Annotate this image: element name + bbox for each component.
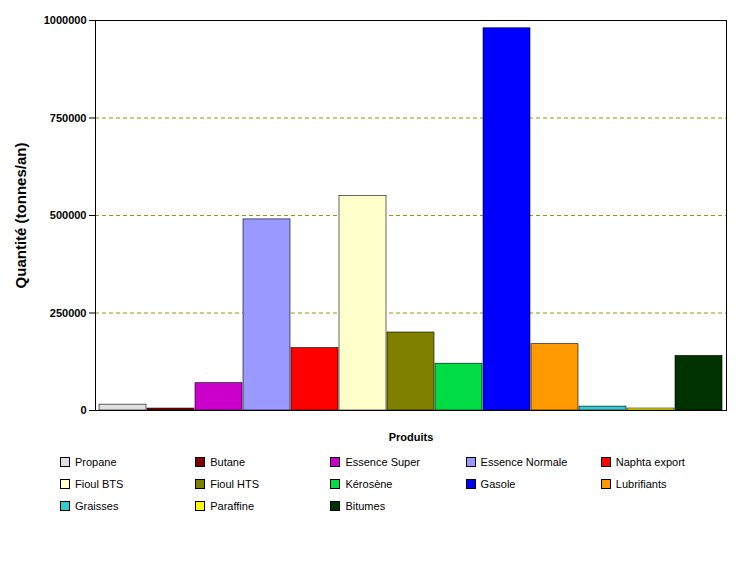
html-text:Bitumes: Bitumes <box>345 500 386 512</box>
html-text:Butane: Butane <box>210 456 246 468</box>
svg-text:250000: 250000 <box>50 307 87 319</box>
svg-text:0: 0 <box>80 404 86 416</box>
svg-text:1000000: 1000000 <box>44 14 87 26</box>
svg-text:Produits: Produits <box>389 431 434 443</box>
html-text:Naphta export: Naphta export <box>615 456 685 468</box>
svg-text:Quantité (tonnes/an): Quantité (tonnes/an) <box>12 143 29 289</box>
html-text:Graisses: Graisses <box>75 500 119 512</box>
html-text:Propane: Propane <box>75 456 117 468</box>
html-text:Lubrifiants: Lubrifiants <box>615 478 667 490</box>
html-text:Kérosène: Kérosène <box>345 478 393 490</box>
html-text:Gasole: Gasole <box>480 478 516 490</box>
svg-text:750000: 750000 <box>50 112 87 124</box>
svg-text:500000: 500000 <box>50 209 87 221</box>
html-text:Fioul BTS: Fioul BTS <box>75 478 124 490</box>
html-text:Essence Super: Essence Super <box>345 456 420 468</box>
html-text:Paraffine: Paraffine <box>210 500 254 512</box>
html-text:Essence Normale: Essence Normale <box>480 456 568 468</box>
html-text:Fioul HTS: Fioul HTS <box>210 478 260 490</box>
